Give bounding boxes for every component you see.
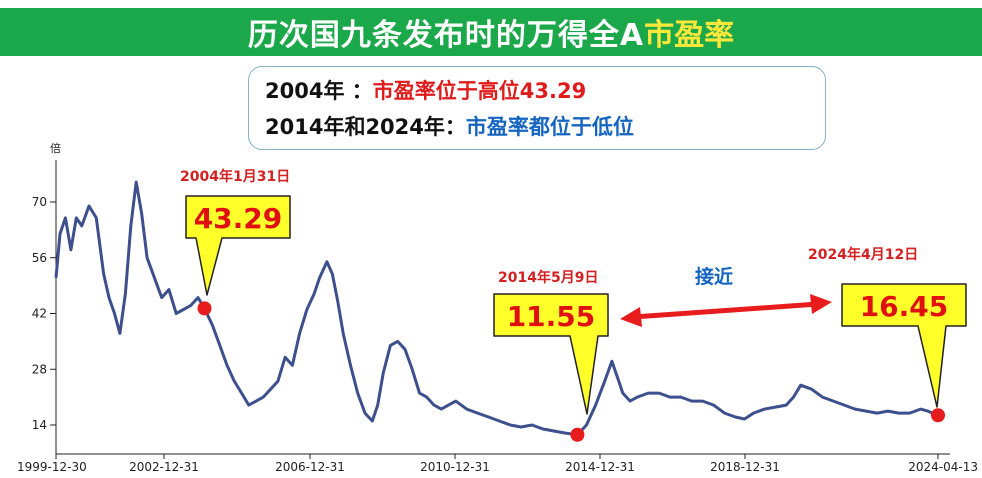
callout-date-1: 2014年5月9日 — [498, 269, 598, 286]
page-title-highlight: 市盈率 — [644, 18, 735, 53]
summary-line-2014-2024: 2014年和2024年：市盈率都位于低位 — [265, 109, 825, 145]
callout-box-2 — [841, 283, 967, 408]
marker-dot-1 — [570, 427, 585, 442]
connection-arrow-head-right — [810, 294, 832, 314]
summary-line-2014-2024-label: 2014年和2024年： — [265, 115, 466, 139]
connection-arrow-head-left — [620, 307, 642, 327]
arrow-label: 接近 — [695, 266, 733, 288]
callout-value-2: 16.45 — [860, 290, 949, 323]
callout-box-1 — [493, 293, 609, 415]
callout-value-1: 11.55 — [507, 300, 596, 333]
page-title: 历次国九条发布时的万得全A — [247, 18, 645, 53]
callout-box-0 — [185, 195, 291, 296]
y-tick-label-28: 28 — [32, 362, 47, 376]
y-tick-label-42: 42 — [32, 307, 47, 321]
summary-line-2004-label: 2004年 ： — [265, 79, 373, 103]
summary-line-2014-2024-value: 市盈率都位于低位 — [465, 115, 634, 139]
title-banner: 历次国九条发布时的万得全A 市盈率 — [0, 8, 982, 56]
connection-arrow-line — [633, 301, 819, 320]
x-tick-label-4: 2014-12-31 — [565, 460, 635, 474]
x-tick-label-2: 2006-12-31 — [275, 460, 345, 474]
summary-box: 2004年 ：市盈率位于高位43.29 2014年和2024年：市盈率都位于低位 — [248, 66, 826, 150]
summary-line-2004: 2004年 ：市盈率位于高位43.29 — [265, 73, 825, 109]
x-tick-label-3: 2010-12-31 — [420, 460, 490, 474]
summary-line-2004-value: 市盈率位于高位43.29 — [372, 79, 587, 103]
y-tick-label-70: 70 — [32, 195, 47, 209]
x-tick-label-0: 1999-12-30 — [17, 460, 87, 474]
marker-dot-2 — [931, 408, 945, 423]
x-tick-label-6: 2024-04-13 — [908, 460, 978, 474]
y-tick-label-56: 56 — [32, 251, 47, 265]
pe-series-line — [54, 180, 939, 437]
x-tick-label-1: 2002-12-31 — [129, 460, 199, 474]
callout-date-0: 2004年1月31日 — [180, 168, 290, 185]
x-tick-label-5: 2018-12-31 — [710, 460, 780, 474]
marker-dot-0 — [197, 301, 212, 316]
y-tick-label-14: 14 — [32, 418, 47, 432]
callout-date-2: 2024年4月12日 — [808, 246, 918, 263]
y-axis-label: 倍 — [50, 141, 61, 155]
callout-value-0: 43.29 — [194, 202, 283, 235]
